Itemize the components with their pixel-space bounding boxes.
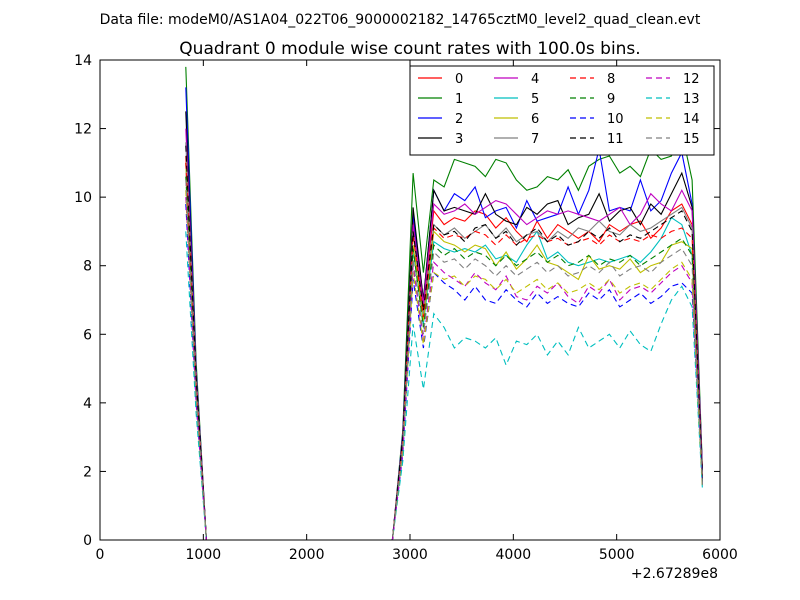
series-line-11: [185, 145, 703, 540]
legend-label-10: 10: [607, 112, 624, 127]
legend-label-12: 12: [683, 72, 700, 87]
x-tick-label: 5000: [599, 547, 635, 563]
legend-label-3: 3: [455, 132, 463, 147]
x-tick-label: 6000: [702, 547, 738, 563]
series-line-15: [185, 179, 703, 540]
legend-label-15: 15: [683, 132, 700, 147]
legend-label-7: 7: [531, 132, 539, 147]
series-line-12: [185, 197, 703, 540]
y-tick-label: 2: [83, 464, 92, 480]
series-line-10: [185, 203, 703, 540]
y-tick-label: 6: [83, 327, 92, 343]
x-tick-label: 0: [96, 547, 105, 563]
y-tick-label: 0: [83, 533, 92, 549]
series-line-13: [185, 231, 703, 540]
legend-label-5: 5: [531, 92, 539, 107]
series-line-14: [185, 190, 703, 540]
chart-title: Quadrant 0 module wise count rates with …: [179, 39, 640, 59]
series-line-7: [185, 142, 703, 540]
x-tick-label: 4000: [496, 547, 532, 563]
legend-label-0: 0: [455, 72, 463, 87]
legend-label-4: 4: [531, 72, 539, 87]
legend-label-2: 2: [455, 112, 463, 127]
legend-label-6: 6: [531, 112, 539, 127]
y-tick-label: 12: [74, 122, 92, 138]
x-tick-label: 1000: [186, 547, 222, 563]
y-tick-label: 4: [83, 396, 92, 412]
series-line-9: [185, 176, 703, 540]
legend-label-11: 11: [607, 132, 624, 147]
x-axis-offset-label: +2.67289e8: [631, 566, 718, 582]
series-line-4: [185, 128, 703, 540]
series-line-3: [185, 111, 703, 540]
series-line-1: [185, 66, 703, 540]
series-line-6: [185, 162, 703, 540]
y-tick-label: 8: [83, 259, 92, 275]
y-tick-label: 14: [74, 53, 92, 69]
legend-label-8: 8: [607, 72, 615, 87]
x-tick-label: 3000: [392, 547, 428, 563]
series-line-0: [185, 155, 703, 540]
series-line-8: [185, 162, 703, 540]
legend-label-9: 9: [607, 92, 615, 107]
x-tick-label: 2000: [289, 547, 325, 563]
series-line-5: [185, 162, 703, 540]
legend-box: [409, 65, 715, 156]
legend-label-13: 13: [683, 92, 700, 107]
chart-suptitle: Data file: modeM0/AS1A04_022T06_90000021…: [100, 12, 701, 28]
legend-label-1: 1: [455, 92, 463, 107]
y-tick-label: 10: [74, 190, 92, 206]
series-layer: [185, 66, 703, 540]
legend-label-14: 14: [683, 112, 700, 127]
